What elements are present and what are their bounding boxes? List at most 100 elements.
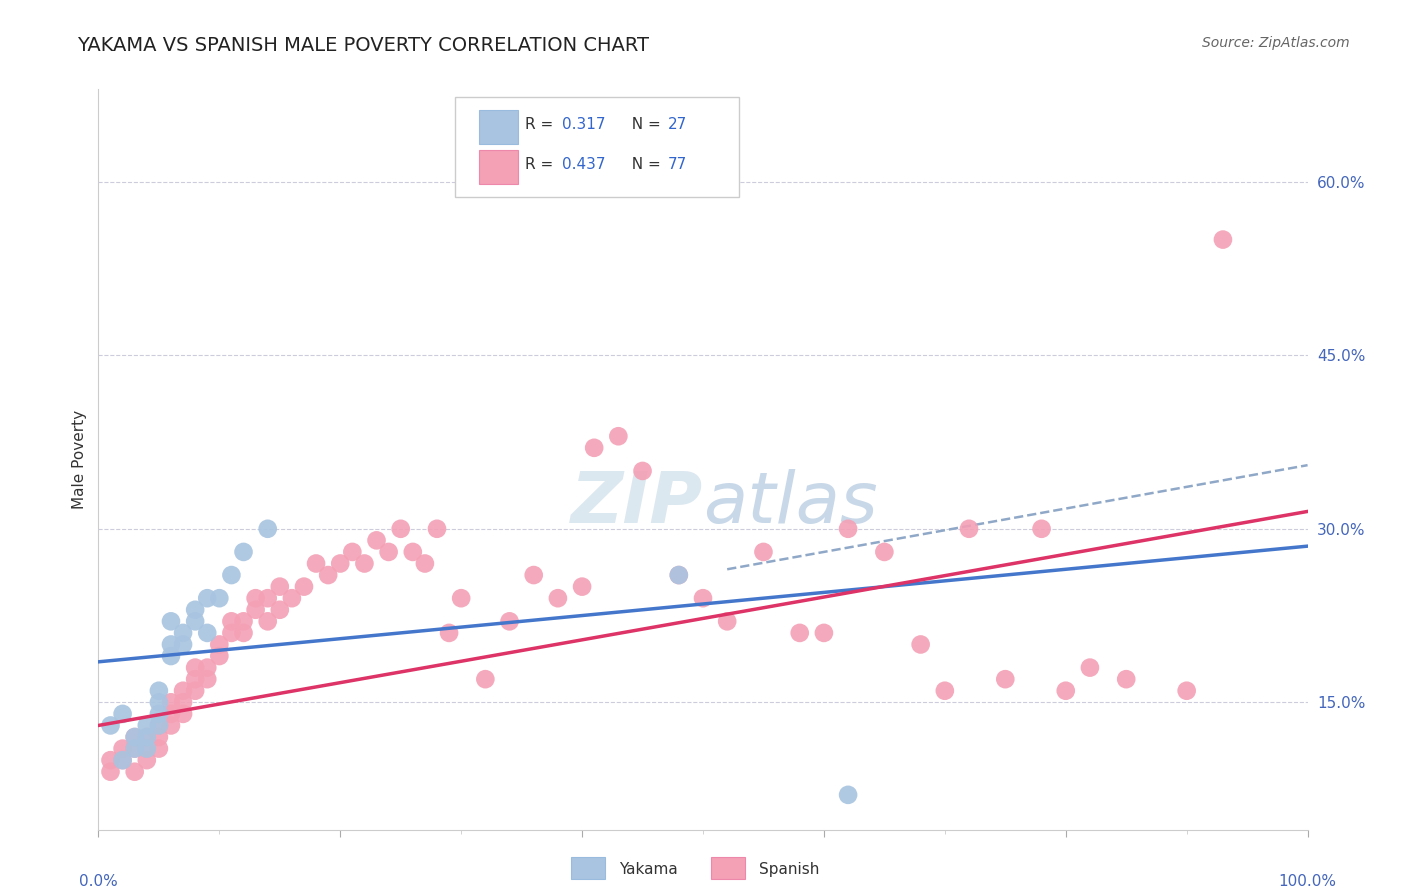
Point — [111, 753, 134, 767]
Point — [413, 557, 436, 571]
Point — [100, 753, 122, 767]
Point — [1078, 660, 1101, 674]
Text: N =: N = — [621, 117, 665, 132]
Point — [256, 522, 278, 536]
Text: N =: N = — [621, 157, 665, 172]
Text: 0.0%: 0.0% — [79, 874, 118, 889]
Point — [124, 730, 146, 744]
Point — [160, 615, 183, 629]
Text: atlas: atlas — [703, 469, 877, 538]
Point — [172, 626, 194, 640]
Point — [160, 695, 183, 709]
Point — [813, 626, 835, 640]
Text: 0.437: 0.437 — [561, 157, 605, 172]
Text: Yakama: Yakama — [619, 863, 678, 877]
Point — [292, 580, 315, 594]
FancyBboxPatch shape — [711, 857, 745, 879]
Point — [342, 545, 364, 559]
Point — [547, 591, 569, 606]
Point — [269, 603, 291, 617]
Point — [160, 648, 183, 663]
Point — [389, 522, 412, 536]
Point — [135, 741, 157, 756]
Point — [184, 683, 207, 698]
Point — [124, 741, 146, 756]
Point — [934, 683, 956, 698]
Point — [195, 672, 218, 686]
Point — [184, 660, 207, 674]
Point — [148, 718, 170, 732]
Point — [172, 695, 194, 709]
Point — [135, 730, 157, 744]
Point — [305, 557, 328, 571]
Point — [160, 718, 183, 732]
Point — [1175, 683, 1198, 698]
Point — [148, 683, 170, 698]
FancyBboxPatch shape — [479, 150, 517, 184]
Point — [208, 648, 231, 663]
Point — [195, 660, 218, 674]
Point — [160, 706, 183, 721]
Point — [135, 741, 157, 756]
Point — [631, 464, 654, 478]
Point — [135, 730, 157, 744]
Text: 100.0%: 100.0% — [1278, 874, 1337, 889]
Point — [184, 615, 207, 629]
Text: R =: R = — [526, 157, 558, 172]
Point — [1115, 672, 1137, 686]
Point — [111, 741, 134, 756]
Point — [135, 718, 157, 732]
Point — [245, 603, 267, 617]
Point — [752, 545, 775, 559]
Point — [184, 603, 207, 617]
Point — [402, 545, 425, 559]
Point — [256, 615, 278, 629]
Point — [148, 718, 170, 732]
Point — [172, 683, 194, 698]
Point — [957, 522, 980, 536]
Point — [1031, 522, 1053, 536]
Text: 27: 27 — [668, 117, 688, 132]
Point — [195, 626, 218, 640]
Point — [583, 441, 606, 455]
Point — [910, 637, 932, 651]
Point — [100, 764, 122, 779]
Point — [111, 706, 134, 721]
Text: ZIP: ZIP — [571, 469, 703, 538]
Point — [281, 591, 304, 606]
Point — [668, 568, 690, 582]
Point — [1212, 233, 1234, 247]
Point — [353, 557, 375, 571]
Point — [377, 545, 399, 559]
Point — [245, 591, 267, 606]
Point — [184, 672, 207, 686]
Point — [366, 533, 388, 548]
Point — [124, 730, 146, 744]
Point — [269, 580, 291, 594]
Point — [195, 591, 218, 606]
Text: Source: ZipAtlas.com: Source: ZipAtlas.com — [1202, 36, 1350, 50]
Point — [221, 568, 243, 582]
Point — [111, 753, 134, 767]
Text: Spanish: Spanish — [759, 863, 820, 877]
Point — [124, 764, 146, 779]
Text: R =: R = — [526, 117, 558, 132]
Point — [100, 718, 122, 732]
Point — [221, 626, 243, 640]
Point — [208, 591, 231, 606]
Point — [523, 568, 546, 582]
Point — [148, 706, 170, 721]
Point — [668, 568, 690, 582]
Point — [692, 591, 714, 606]
Point — [232, 545, 254, 559]
FancyBboxPatch shape — [571, 857, 605, 879]
Point — [148, 695, 170, 709]
Point — [873, 545, 896, 559]
Text: 0.317: 0.317 — [561, 117, 605, 132]
Point — [160, 637, 183, 651]
Point — [232, 615, 254, 629]
Point — [124, 741, 146, 756]
Point — [789, 626, 811, 640]
Point — [571, 580, 593, 594]
Point — [837, 788, 859, 802]
